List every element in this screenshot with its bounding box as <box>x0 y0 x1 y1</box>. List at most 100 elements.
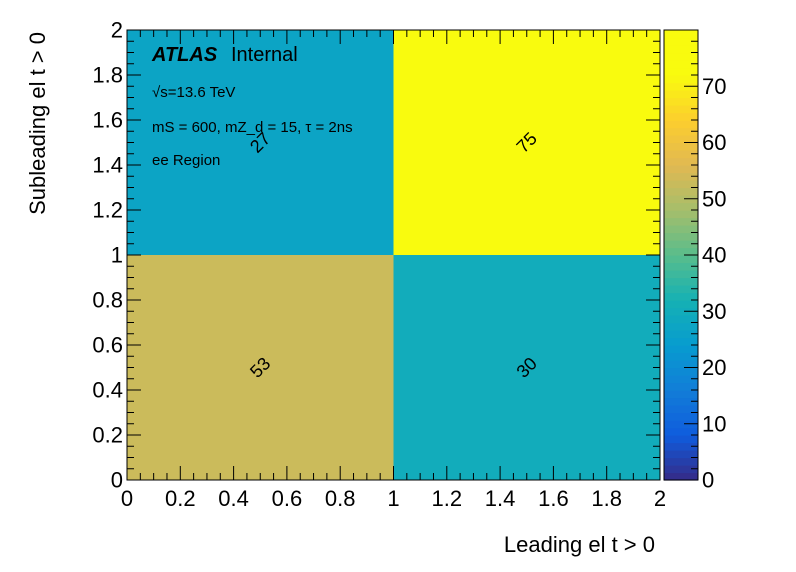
colorbar-segment <box>664 52 698 61</box>
colorbar-tick-label: 50 <box>702 186 726 211</box>
colorbar-segment <box>664 360 698 369</box>
colorbar-segment <box>664 75 698 84</box>
x-tick-label: 1.6 <box>538 486 569 511</box>
colorbar-segment <box>664 210 698 219</box>
y-tick-label: 0.4 <box>92 378 123 403</box>
colorbar-segment <box>664 307 698 316</box>
colorbar-segment <box>664 262 698 271</box>
colorbar-segment <box>664 120 698 129</box>
x-tick-label: 0.2 <box>165 486 196 511</box>
colorbar-segment <box>664 270 698 279</box>
colorbar-segment <box>664 442 698 451</box>
x-tick-label: 1.2 <box>432 486 463 511</box>
colorbar-segment <box>664 292 698 301</box>
colorbar-segment <box>664 300 698 309</box>
colorbar-segment <box>664 180 698 189</box>
colorbar-segment <box>664 315 698 324</box>
y-tick-label: 0 <box>111 468 123 493</box>
x-tick-label: 1 <box>387 486 399 511</box>
colorbar-segment <box>664 45 698 54</box>
y-tick-label: 1.4 <box>92 153 123 178</box>
heatmap-cell <box>127 30 394 255</box>
heatmap-cell <box>127 255 394 480</box>
colorbar-segment <box>664 255 698 264</box>
colorbar-segment <box>664 435 698 444</box>
x-tick-label: 1.8 <box>591 486 622 511</box>
colorbar-segment <box>664 390 698 399</box>
y-axis-title: Subleading el t > 0 <box>25 32 50 215</box>
colorbar-segment <box>664 382 698 391</box>
colorbar-segment <box>664 225 698 234</box>
x-tick-label: 0.6 <box>272 486 303 511</box>
x-tick-label: 0 <box>121 486 133 511</box>
x-axis-title: Leading el t > 0 <box>504 532 655 557</box>
colorbar-segment <box>664 195 698 204</box>
colorbar-segment <box>664 82 698 91</box>
colorbar-segment <box>664 420 698 429</box>
x-tick-label: 1.4 <box>485 486 516 511</box>
atlas-status: Internal <box>231 44 298 66</box>
colorbar-tick-label: 0 <box>702 468 714 493</box>
colorbar-segment <box>664 157 698 166</box>
colorbar-segment <box>664 60 698 69</box>
colorbar-segment <box>664 165 698 174</box>
colorbar-segment <box>664 172 698 181</box>
y-tick-label: 2 <box>111 18 123 43</box>
colorbar-segment <box>664 105 698 114</box>
colorbar-segment <box>664 465 698 474</box>
colorbar-segment <box>664 457 698 466</box>
colorbar-segment <box>664 240 698 249</box>
colorbar-segment <box>664 375 698 384</box>
atlas-label: ATLAS <box>151 44 218 66</box>
colorbar-segment <box>664 247 698 256</box>
colorbar-segment <box>664 202 698 211</box>
x-tick-label: 0.4 <box>218 486 249 511</box>
colorbar-segment <box>664 322 698 331</box>
colorbar-segment <box>664 352 698 361</box>
colorbar-segment <box>664 427 698 436</box>
colorbar-segment <box>664 367 698 376</box>
axis-ticks: 0 0.2 0.4 0.6 0.8 1 1.2 1.4 1.6 1.8 2 0 0.2 0.4 0.6 0.8… <box>92 18 666 512</box>
colorbar-segment <box>664 405 698 414</box>
colorbar-segment <box>664 330 698 339</box>
y-tick-label: 0.2 <box>92 423 123 448</box>
colorbar-segment <box>664 187 698 196</box>
colorbar-segment <box>664 277 698 286</box>
annotations: ATLAS Internal √s=13.6 TeV mS = 600, mZ_… <box>151 44 353 169</box>
colorbar-tick-label: 60 <box>702 130 726 155</box>
y-tick-label: 1.8 <box>92 63 123 88</box>
y-tick-label: 0.6 <box>92 333 123 358</box>
colorbar-tick-label: 40 <box>702 243 726 268</box>
colorbar-segment <box>664 397 698 406</box>
colorbar-segment <box>664 412 698 421</box>
y-tick-label: 1.2 <box>92 198 123 223</box>
colorbar-segment <box>664 285 698 294</box>
y-tick-label: 0.8 <box>92 288 123 313</box>
heatmap-cell <box>393 255 660 480</box>
heatmap-cell <box>393 30 660 255</box>
colorbar-segment <box>664 112 698 121</box>
colorbar-segment <box>664 127 698 136</box>
colorbar-tick-label: 30 <box>702 299 726 324</box>
colorbar-segment <box>664 97 698 106</box>
colorbar-segment <box>664 345 698 354</box>
colorbar-segment <box>664 90 698 99</box>
colorbar-segment <box>664 472 698 481</box>
colorbar-segment <box>664 232 698 241</box>
colorbar: 0 10 20 30 40 50 60 70 <box>663 29 726 493</box>
parameters-label: mS = 600, mZ_d = 15, τ = 2ns <box>152 119 353 136</box>
colorbar-segment <box>664 337 698 346</box>
y-tick-label: 1.6 <box>92 108 123 133</box>
x-tick-label: 2 <box>654 486 666 511</box>
colorbar-segment <box>664 30 698 39</box>
colorbar-segment <box>664 142 698 151</box>
colorbar-segment <box>664 37 698 46</box>
colorbar-segment <box>664 67 698 76</box>
y-tick-label: 1 <box>111 243 123 268</box>
colorbar-tick-label: 20 <box>702 355 726 380</box>
colorbar-segment <box>664 150 698 159</box>
colorbar-segment <box>664 135 698 144</box>
